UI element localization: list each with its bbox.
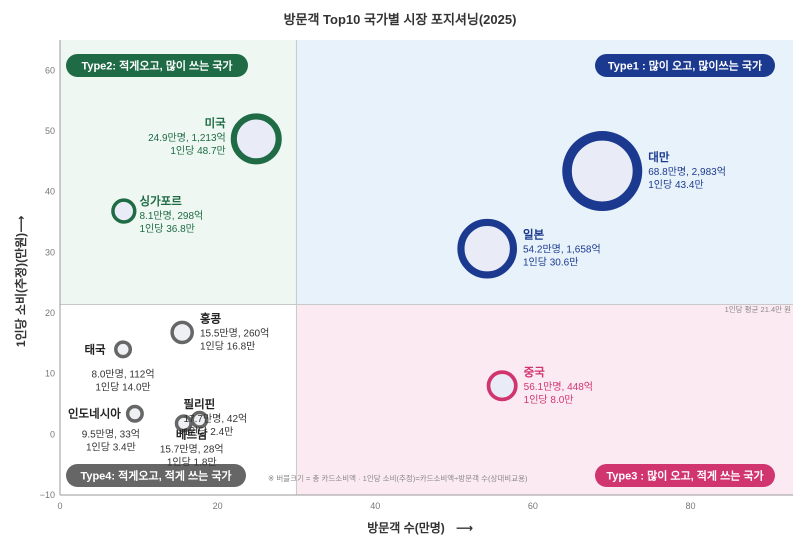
quadrant-backgrounds bbox=[60, 40, 793, 495]
quadrant-badge-type3 bbox=[595, 464, 775, 487]
quadrant-bg-type2 bbox=[60, 40, 297, 305]
bubbles bbox=[111, 113, 643, 433]
bubble-label-name: 태국 bbox=[84, 342, 106, 356]
bubble-label-detail: 56.1만명, 448억 bbox=[524, 381, 593, 393]
bubble-label-per-capita: 1인당 1.8만 bbox=[167, 456, 217, 468]
y-tick-label: −10 bbox=[40, 490, 55, 500]
bubble-label-name: 중국 bbox=[524, 366, 546, 379]
y-tick-label: 30 bbox=[45, 247, 55, 257]
bubble-label-per-capita: 1인당 14.0만 bbox=[95, 381, 150, 393]
bubble-point bbox=[170, 320, 194, 345]
x-tick-label: 60 bbox=[528, 501, 538, 511]
x-tick-label: 0 bbox=[57, 501, 62, 511]
x-tick-label: 40 bbox=[370, 501, 380, 511]
bubble-label-per-capita: 1인당 2.4만 bbox=[184, 426, 234, 438]
bubble-label-name: 베트남 bbox=[176, 427, 208, 441]
quadrant-badge-label-type3: Type3 : 많이 오고, 적게 쓰는 국가 bbox=[606, 469, 763, 483]
quadrant-badge-type1 bbox=[595, 54, 775, 77]
chart-title: 방문객 Top10 국가별 시장 포지셔닝(2025) bbox=[284, 12, 517, 27]
bubble-label-name: 대만 bbox=[648, 150, 670, 164]
quadrant-badges: Type2: 적게오고, 많이 쓰는 국가 Type1 : 많이 오고, 많이쓰는… bbox=[66, 54, 775, 487]
bubble-point bbox=[114, 340, 133, 359]
bubble-point bbox=[230, 113, 282, 165]
bubble-label-name: 필리핀 bbox=[184, 397, 216, 411]
bubble-label-detail: 9.5만명, 33억 bbox=[82, 429, 140, 441]
bubble-label-per-capita: 1인당 48.7만 bbox=[170, 145, 225, 157]
bubble-point bbox=[125, 404, 144, 423]
bubble-label-per-capita: 1인당 43.4만 bbox=[648, 179, 703, 191]
quadrant-bg-type3 bbox=[296, 304, 793, 495]
bubble-label-detail: 8.1만명, 298억 bbox=[139, 210, 203, 222]
quadrant-badge-type2 bbox=[66, 54, 248, 77]
bubble-label-detail: 15.7만명, 28억 bbox=[160, 443, 224, 455]
y-tick-label: 40 bbox=[45, 187, 55, 197]
bubble-label-detail: 17.7만명, 42억 bbox=[184, 413, 248, 425]
bubble-label-name: 미국 bbox=[205, 116, 227, 130]
bubble-point bbox=[190, 410, 209, 429]
y-tick-label: 20 bbox=[45, 308, 55, 318]
bubble-point bbox=[562, 131, 643, 212]
quadrant-badge-label-type4: Type4: 적게오고, 적게 쓰는 국가 bbox=[80, 469, 231, 483]
bubble-point bbox=[486, 370, 518, 402]
bubble-point bbox=[457, 218, 518, 279]
quadrant-badge-type4 bbox=[66, 464, 246, 487]
y-axis-title: 1인당 소비(추정)(만원) bbox=[13, 233, 28, 347]
average-label: 1인당 평균 21.4만 원 bbox=[725, 304, 792, 314]
quadrant-bg-type1 bbox=[296, 40, 793, 305]
bubble-label-detail: 68.8만명, 2,983억 bbox=[648, 166, 726, 178]
bubble-label-per-capita: 1인당 3.4만 bbox=[86, 442, 136, 454]
y-tick-label: 50 bbox=[45, 126, 55, 136]
bubble-label-per-capita: 1인당 16.8만 bbox=[200, 340, 255, 352]
quadrant-badge-label-type1: Type1 : 많이 오고, 많이쓰는 국가 bbox=[608, 59, 762, 73]
bubble-label-detail: 24.9만명, 1,213억 bbox=[148, 132, 226, 144]
quadrant-badge-label-type2: Type2: 적게오고, 많이 쓰는 국가 bbox=[81, 59, 232, 73]
footnote: ※ 버블크기 = 총 카드소비액 · 1인당 소비(추정)=카드소비액÷방문객 … bbox=[268, 473, 528, 483]
bubble-label-per-capita: 1인당 8.0만 bbox=[524, 394, 574, 406]
bubble-label-name: 홍콩 bbox=[200, 311, 222, 325]
bubble-label-per-capita: 1인당 36.8만 bbox=[139, 223, 194, 235]
bubble-label-per-capita: 1인당 30.6만 bbox=[523, 257, 578, 269]
bubble-point bbox=[111, 198, 137, 224]
y-tick-label: 0 bbox=[50, 429, 55, 439]
y-tick-label: 60 bbox=[45, 65, 55, 75]
bubble-label-name: 인도네시아 bbox=[68, 407, 121, 421]
bubble-label-name: 일본 bbox=[523, 228, 545, 242]
bubble-label-detail: 15.5만명, 260억 bbox=[200, 327, 269, 339]
y-axis-arrow: ⟶ bbox=[14, 215, 28, 232]
x-tick-label: 20 bbox=[213, 501, 223, 511]
x-axis-title: 방문객 수(만명) bbox=[367, 520, 445, 535]
bubble-point bbox=[174, 414, 193, 433]
bubble-label-detail: 8.0만명, 112억 bbox=[92, 368, 155, 380]
bubble-label-detail: 54.2만명, 1,658억 bbox=[523, 244, 601, 256]
x-tick-label: 80 bbox=[686, 501, 696, 511]
bubble-label-name: 싱가포르 bbox=[139, 194, 182, 208]
y-tick-label: 10 bbox=[45, 369, 55, 379]
x-axis-arrow: ⟶ bbox=[456, 521, 473, 535]
